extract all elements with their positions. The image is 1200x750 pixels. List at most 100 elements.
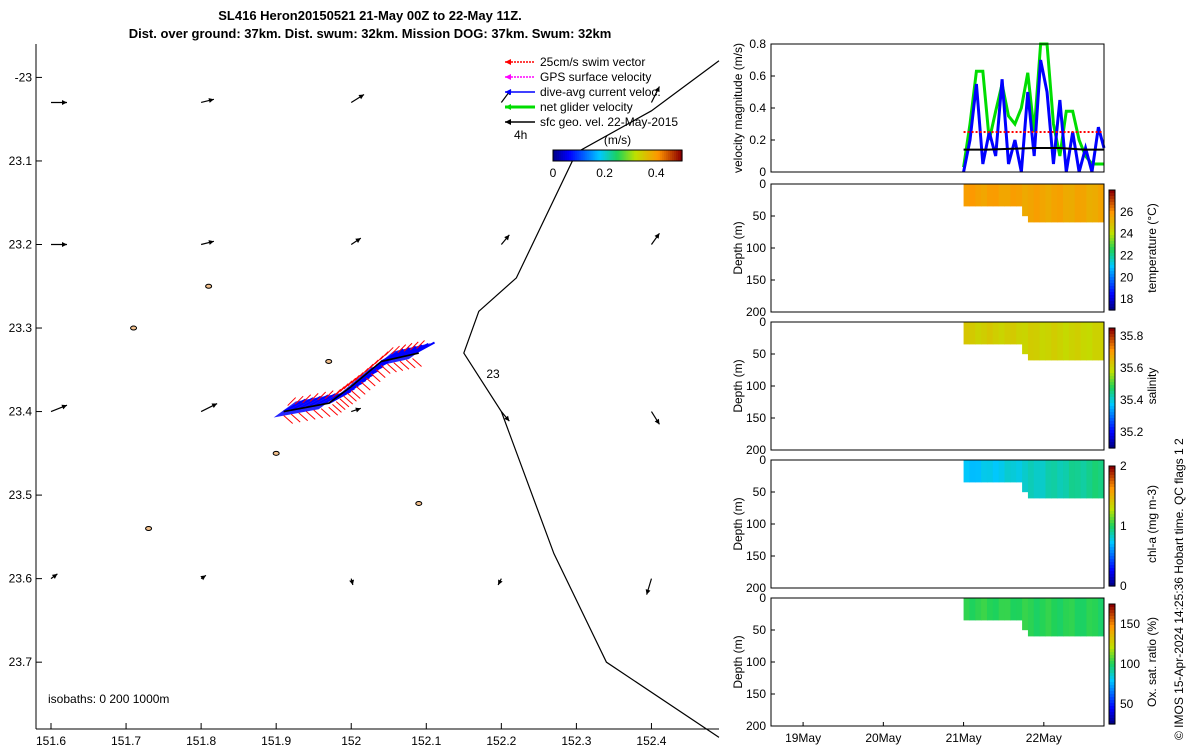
island-shape xyxy=(415,500,423,506)
current-vector xyxy=(360,365,384,380)
profile-colorbar-cell xyxy=(1109,406,1115,410)
profile-colorbar-tick-label: 1 xyxy=(1120,519,1127,533)
profile-colorbar-cell xyxy=(1109,409,1115,413)
map-colorbar-cell xyxy=(669,150,673,161)
profile-y-tick-label: 200 xyxy=(746,719,766,733)
profile-colorbar-cell xyxy=(1109,577,1115,581)
profile-colorbar-cell xyxy=(1109,643,1115,647)
swim-vector xyxy=(350,390,361,399)
profile-colorbar-cell xyxy=(1109,373,1115,377)
profile-colorbar-cell xyxy=(1109,400,1115,404)
profile-colorbar-cell xyxy=(1109,304,1115,308)
profile-colorbar-cell xyxy=(1109,430,1115,434)
profile-cell xyxy=(1027,322,1035,361)
profile-colorbar-cell xyxy=(1109,568,1115,572)
profile-cell xyxy=(1074,598,1082,637)
profile-cell xyxy=(1016,460,1023,483)
profile-y-tick-label: 150 xyxy=(746,411,766,425)
swim-vector xyxy=(359,367,369,377)
profile-colorbar-cell xyxy=(1109,613,1115,617)
profile-cell xyxy=(969,184,976,207)
map-x-tick-label: 151.6 xyxy=(36,734,66,748)
profile-colorbar-cell xyxy=(1109,217,1115,221)
profile-colorbar-cell xyxy=(1109,496,1115,500)
velocity-series-0 xyxy=(962,42,1104,168)
map-colorbar-cell xyxy=(593,150,596,161)
swim-vector xyxy=(369,359,379,369)
profile-colorbar-tick-label: 22 xyxy=(1120,248,1134,262)
profile-cell xyxy=(963,460,970,483)
profile-ylabel: Depth (m) xyxy=(731,497,745,550)
profile-cell xyxy=(992,184,1000,207)
profile-colorbar-cell xyxy=(1109,631,1115,635)
profile-colorbar-cell xyxy=(1109,289,1115,293)
profile-colorbar-cell xyxy=(1109,535,1115,539)
map-colorbar-cell xyxy=(617,150,621,161)
profile-colorbar-cell xyxy=(1109,364,1115,368)
legend-arrowhead-0 xyxy=(505,59,511,65)
profile-colorbar-cell xyxy=(1109,583,1115,587)
profile-cell xyxy=(975,460,982,483)
profile-cell xyxy=(975,322,982,345)
profile-colorbar-cell xyxy=(1109,352,1115,356)
map-colorbar-cell xyxy=(559,150,562,161)
profile-colorbar-cell xyxy=(1109,202,1115,206)
profile-colorbar-cell xyxy=(1109,439,1115,443)
map-x-tick-label: 151.9 xyxy=(261,734,291,748)
profile-colorbar-cell xyxy=(1109,247,1115,251)
geo-velocity-arrowhead xyxy=(504,415,510,422)
isobath-1000m-line xyxy=(463,60,720,738)
swim-vector xyxy=(339,398,350,408)
profile-colorbar-cell xyxy=(1109,517,1115,521)
profile-colorbar-cell xyxy=(1109,484,1115,488)
profile-cell xyxy=(1039,184,1046,223)
map-x-tick-label: 152.1 xyxy=(411,734,441,748)
map-x-tick-label: 151.7 xyxy=(111,734,141,748)
swim-vector xyxy=(405,359,416,369)
profile-colorbar-cell xyxy=(1109,229,1115,233)
profile-colorbar-cell xyxy=(1109,475,1115,479)
swim-vector xyxy=(412,358,422,367)
profile-colorbar-tick-label: 100 xyxy=(1120,657,1140,671)
profile-ylabel: Depth (m) xyxy=(731,635,745,688)
profile-cell xyxy=(1010,598,1017,621)
swim-vector xyxy=(355,385,366,395)
map-colorbar-cell xyxy=(557,150,560,161)
profile-y-tick-label: 0 xyxy=(759,315,766,329)
profile-cell xyxy=(1022,322,1029,355)
profile-cell xyxy=(1033,598,1041,637)
profile-cell xyxy=(963,184,970,207)
profile-colorbar-cell xyxy=(1109,511,1115,515)
profile-cell xyxy=(992,460,1000,483)
swim-vector xyxy=(380,365,391,374)
island-shape xyxy=(272,450,280,456)
title-line-2: Dist. over ground: 37km. Dist. swum: 32k… xyxy=(128,26,612,41)
profile-colorbar-cell xyxy=(1109,346,1115,350)
map-colorbar-cell xyxy=(639,150,643,161)
profile-cell xyxy=(1027,460,1035,499)
profile-colorbar-cell xyxy=(1109,715,1115,719)
profile-y-tick-label: 0 xyxy=(759,591,766,605)
profile-colorbar-cell xyxy=(1109,499,1115,503)
profile-colorbar-cell xyxy=(1109,424,1115,428)
legend-arrowhead-2 xyxy=(505,89,511,95)
swim-vector xyxy=(317,391,327,401)
profile-cell xyxy=(1010,322,1017,345)
profile-cell xyxy=(1004,598,1011,621)
profile-colorbar-cell xyxy=(1109,433,1115,437)
profile-colorbar-cell xyxy=(1109,694,1115,698)
profile-cell xyxy=(1068,598,1076,637)
map-colorbar-cell xyxy=(643,150,647,161)
island-shape xyxy=(145,526,153,532)
profile-colorbar-cell xyxy=(1109,661,1115,665)
profile-colorbar-tick-label: 35.4 xyxy=(1120,393,1144,407)
map-colorbar-cell xyxy=(633,150,637,161)
swim-vector xyxy=(305,411,316,420)
swim-vector xyxy=(287,397,297,406)
map-colorbar-cell xyxy=(645,150,649,161)
profile-colorbar-cell xyxy=(1109,679,1115,683)
swim-vector xyxy=(384,347,394,356)
profile-colorbar-cell xyxy=(1109,670,1115,674)
profile-colorbar-cell xyxy=(1109,268,1115,272)
